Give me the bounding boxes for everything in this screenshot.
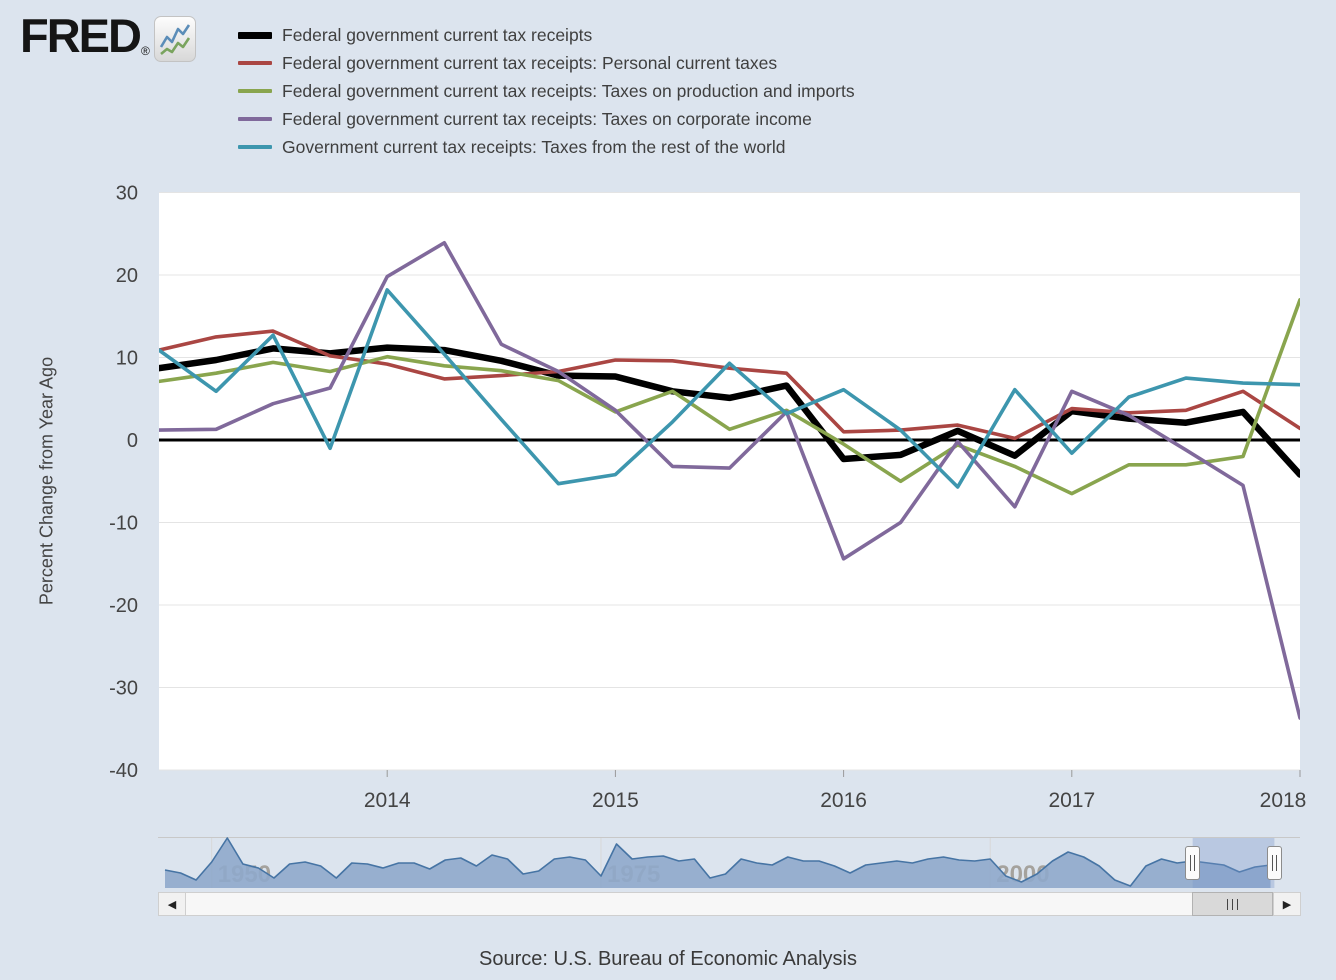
x-tick-label: 2016 <box>820 789 867 812</box>
series-line-3 <box>159 241 1300 720</box>
mini-area-chart[interactable] <box>165 838 1271 888</box>
series-line-2 <box>159 297 1300 496</box>
x-tick-label: 2018 <box>1260 789 1307 812</box>
legend-label: Federal government current tax receipts:… <box>282 108 812 129</box>
y-tick-label: -40 <box>109 760 138 782</box>
fred-logo-text: FRED <box>20 9 142 62</box>
y-tick-label: -10 <box>109 513 138 535</box>
range-handle-right[interactable] <box>1266 846 1282 880</box>
scrollbar-thumb-grip-icon <box>1227 898 1228 910</box>
legend: Federal government current tax receipts … <box>238 21 855 161</box>
legend-item: Federal government current tax receipts:… <box>238 105 855 133</box>
legend-item: Federal government current tax receipts <box>238 21 855 49</box>
legend-label: Federal government current tax receipts:… <box>282 52 778 73</box>
legend-label: Government current tax receipts: Taxes f… <box>282 136 786 157</box>
scrollbar-track[interactable] <box>158 892 1301 916</box>
legend-item: Federal government current tax receipts:… <box>238 77 855 105</box>
legend-item: Government current tax receipts: Taxes f… <box>238 133 855 161</box>
legend-label: Federal government current tax receipts <box>282 24 593 45</box>
fred-sparkline-icon <box>153 16 196 62</box>
y-tick-label: 30 <box>116 183 138 205</box>
y-tick-label: 0 <box>127 430 138 452</box>
y-tick-label: -30 <box>109 678 138 700</box>
fred-logo: FRED ® <box>20 10 196 62</box>
y-axis-title: Percent Change from Year Ago <box>36 356 57 606</box>
scroll-right-icon: ▶ <box>1282 898 1292 911</box>
legend-swatch-production <box>238 89 272 93</box>
mini-area-line <box>164 837 1271 887</box>
x-tick-label: 2017 <box>1048 789 1095 812</box>
plot-area[interactable] <box>159 192 1300 771</box>
legend-swatch-total <box>238 31 272 39</box>
scroll-left-icon: ◀ <box>167 898 177 911</box>
legend-swatch-corporate <box>238 117 272 121</box>
scroll-right-button[interactable]: ▶ <box>1273 892 1301 916</box>
legend-swatch-world <box>238 145 272 149</box>
x-tick-label: 2014 <box>364 789 411 812</box>
y-tick-label: -20 <box>109 595 138 617</box>
y-tick-label: 20 <box>116 265 138 287</box>
legend-swatch-personal <box>238 61 272 65</box>
series-line-4 <box>159 288 1300 489</box>
source-text: Source: U.S. Bureau of Economic Analysis <box>479 948 857 970</box>
scroll-left-button[interactable]: ◀ <box>158 892 186 916</box>
registered-mark: ® <box>140 44 150 58</box>
range-handle-left[interactable] <box>1185 846 1201 880</box>
y-tick-label: 10 <box>116 348 138 370</box>
series-line-1 <box>159 329 1300 441</box>
x-tick-label: 2015 <box>592 789 639 812</box>
legend-label: Federal government current tax receipts:… <box>282 80 855 101</box>
legend-item: Federal government current tax receipts:… <box>238 49 855 77</box>
scrollbar-thumb[interactable] <box>1192 892 1273 916</box>
mini-selection-region[interactable] <box>1192 838 1275 888</box>
